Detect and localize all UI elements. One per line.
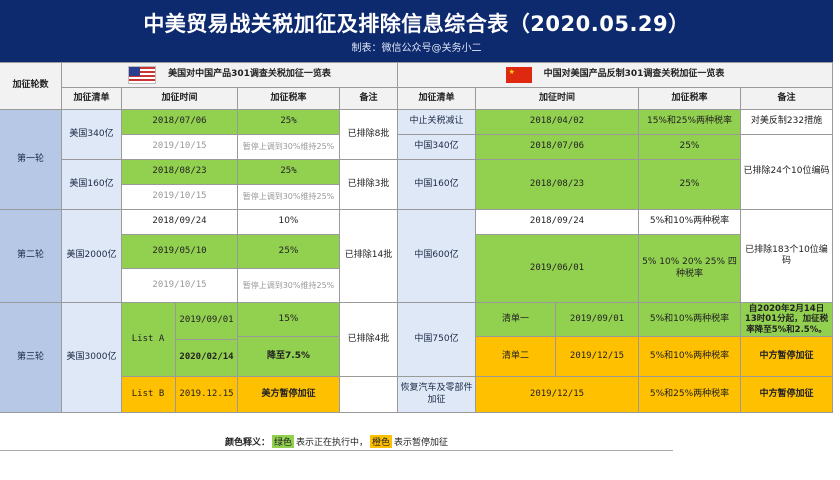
legend-green-swatch: 绿色 — [271, 435, 294, 448]
cn-750-note-2: 中方暂停加征 — [741, 337, 833, 377]
us-2000-time-1: 2018/09/24 — [122, 210, 238, 235]
us-list-a-label: List A — [122, 303, 176, 376]
round-1-label: 第一轮 — [0, 110, 62, 210]
us-2000-rate-3: 暂停上调到30%维持25% — [238, 269, 340, 303]
cn-750-rate-2: 5%和10%两种税率 — [639, 337, 741, 377]
us-340-time-1: 2018/07/06 — [122, 110, 238, 135]
us-list-340: 美国340亿 — [62, 110, 122, 160]
us-list-2000: 美国2000亿 — [62, 210, 122, 303]
legend-orange-text: 表示暂停加征 — [394, 438, 449, 448]
cn-auto-note: 中方暂停加征 — [741, 377, 833, 413]
cn-rate-header: 加征税率 — [639, 88, 741, 110]
cn-600-time-1: 2018/09/24 — [476, 210, 639, 235]
cn-160-time: 2018/08/23 — [476, 160, 639, 210]
cn-600-time-2: 2019/06/01 — [476, 235, 639, 303]
us-2000-rate-1: 10% — [238, 210, 340, 235]
us-r3-note: 已排除4批 — [340, 303, 398, 377]
us-3000-list-a-group: List A 2019/09/01 2020/02/14 — [122, 303, 238, 377]
cn-list-600: 中国600亿 — [398, 210, 476, 303]
cn-750-list-2: 清单二 — [476, 337, 556, 377]
cn-stop-rate: 15%和25%两种税率 — [639, 110, 741, 135]
us-time-header: 加征时间 — [122, 88, 238, 110]
cn-flag-icon: ★ — [505, 67, 532, 83]
us-note-header: 备注 — [340, 88, 398, 110]
cn-auto-rate: 5%和25%两种税率 — [639, 377, 741, 413]
us-r1-note-a: 已排除8批 — [340, 110, 398, 160]
us-3000-time-1: 2019/09/01 — [175, 303, 237, 340]
cn-time-header: 加征时间 — [476, 88, 639, 110]
us-3000-rate-2: 降至7.5% — [238, 337, 340, 377]
cn-stop-note: 对美反制232措施 — [741, 110, 833, 135]
legend-label: 颜色释义： — [224, 438, 270, 448]
us-340-rate-2: 暂停上调到30%维持25% — [238, 135, 340, 160]
us-3000-time-2: 2020/02/14 — [179, 352, 234, 363]
cn-340-rate: 25% — [639, 135, 741, 160]
cn-section-header: ★ 中国对美国产品反制301调查关税加征一览表 — [398, 63, 833, 88]
us-340-time-2: 2019/10/15 — [122, 135, 238, 160]
cn-600-rate-1: 5%和10%两种税率 — [639, 210, 741, 235]
title-banner: 中美贸易战关税加征及排除信息综合表（2020.05.29） 制表：微信公众号@关… — [0, 0, 833, 62]
us-160-time-2: 2019/10/15 — [122, 185, 238, 210]
round-2-label: 第二轮 — [0, 210, 62, 303]
us-section-title: 美国对中国产品301调查关税加征一览表 — [168, 69, 331, 80]
round-3-label: 第三轮 — [0, 303, 62, 413]
cn-auto-time: 2019/12/15 — [476, 377, 639, 413]
cn-note-header: 备注 — [741, 88, 833, 110]
us-list-a-times: 2019/09/01 2020/02/14 — [175, 303, 237, 376]
cn-list-340: 中国340亿 — [398, 135, 476, 160]
us-r2-note: 已排除14批 — [340, 210, 398, 303]
cn-750-note-1: 自2020年2月14日13时01分起，加征税率降至5%和2.5%。 — [741, 303, 833, 337]
cn-list-160: 中国160亿 — [398, 160, 476, 210]
cn-list-stop: 中止关税减让 — [398, 110, 476, 135]
cn-list-auto: 恢复汽车及零部件加征 — [398, 377, 476, 413]
cn-750-list-1: 清单一 — [476, 303, 556, 337]
round-column-header: 加征轮数 — [0, 63, 62, 110]
cn-160-rate: 25% — [639, 160, 741, 210]
us-list-160: 美国160亿 — [62, 160, 122, 210]
cn-750-time-2: 2019/12/15 — [556, 337, 639, 377]
us-r1-note-b: 已排除3批 — [340, 160, 398, 210]
us-list-b-label: List B — [122, 377, 176, 412]
us-3000-rate-1: 15% — [238, 303, 340, 337]
cn-750-rate-1: 5%和10%两种税率 — [639, 303, 741, 337]
cn-list-header: 加征清单 — [398, 88, 476, 110]
page-title: 中美贸易战关税加征及排除信息综合表（2020.05.29） — [143, 12, 690, 36]
cn-600-rate-2: 5% 10% 20% 25% 四种税率 — [639, 235, 741, 303]
cn-r1-note: 已排除24个10位编码 — [741, 135, 833, 210]
us-340-rate-1: 25% — [238, 110, 340, 135]
cn-stop-time: 2018/04/02 — [476, 110, 639, 135]
us-flag-icon — [128, 66, 157, 84]
us-3000-rate-3: 美方暂停加征 — [238, 377, 340, 413]
us-160-rate-1: 25% — [238, 160, 340, 185]
us-section-header: 美国对中国产品301调查关税加征一览表 — [62, 63, 398, 88]
us-2000-time-3: 2019/10/15 — [122, 269, 238, 303]
cn-list-750: 中国750亿 — [398, 303, 476, 377]
cn-r2-note: 已排除183个10位编码 — [741, 210, 833, 303]
cn-750-time-1: 2019/09/01 — [556, 303, 639, 337]
legend-green-text: 表示正在执行中， — [295, 438, 368, 448]
tariff-table: 加征轮数 美国对中国产品301调查关税加征一览表 ★ 中国对美国产品反制301调… — [0, 62, 833, 434]
legend-orange-swatch: 橙色 — [370, 435, 393, 448]
color-legend: 颜色释义： 绿色 表示正在执行中， 橙色 表示暂停加征 — [0, 433, 673, 451]
us-r3-note-empty — [340, 377, 398, 413]
us-rate-header: 加征税率 — [238, 88, 340, 110]
us-2000-time-2: 2019/05/10 — [122, 235, 238, 269]
us-3000-time-3: 2019.12.15 — [179, 388, 234, 399]
cn-340-time: 2018/07/06 — [476, 135, 639, 160]
us-160-rate-2: 暂停上调到30%维持25% — [238, 185, 340, 210]
us-list-header: 加征清单 — [62, 88, 122, 110]
us-3000-list-b-group: List B 2019.12.15 — [122, 377, 238, 413]
page-subtitle: 制表：微信公众号@关务小二 — [351, 43, 482, 54]
cn-section-title: 中国对美国产品反制301调查关税加征一览表 — [543, 69, 725, 80]
us-2000-rate-2: 25% — [238, 235, 340, 269]
us-160-time-1: 2018/08/23 — [122, 160, 238, 185]
us-list-3000: 美国3000亿 — [62, 303, 122, 413]
